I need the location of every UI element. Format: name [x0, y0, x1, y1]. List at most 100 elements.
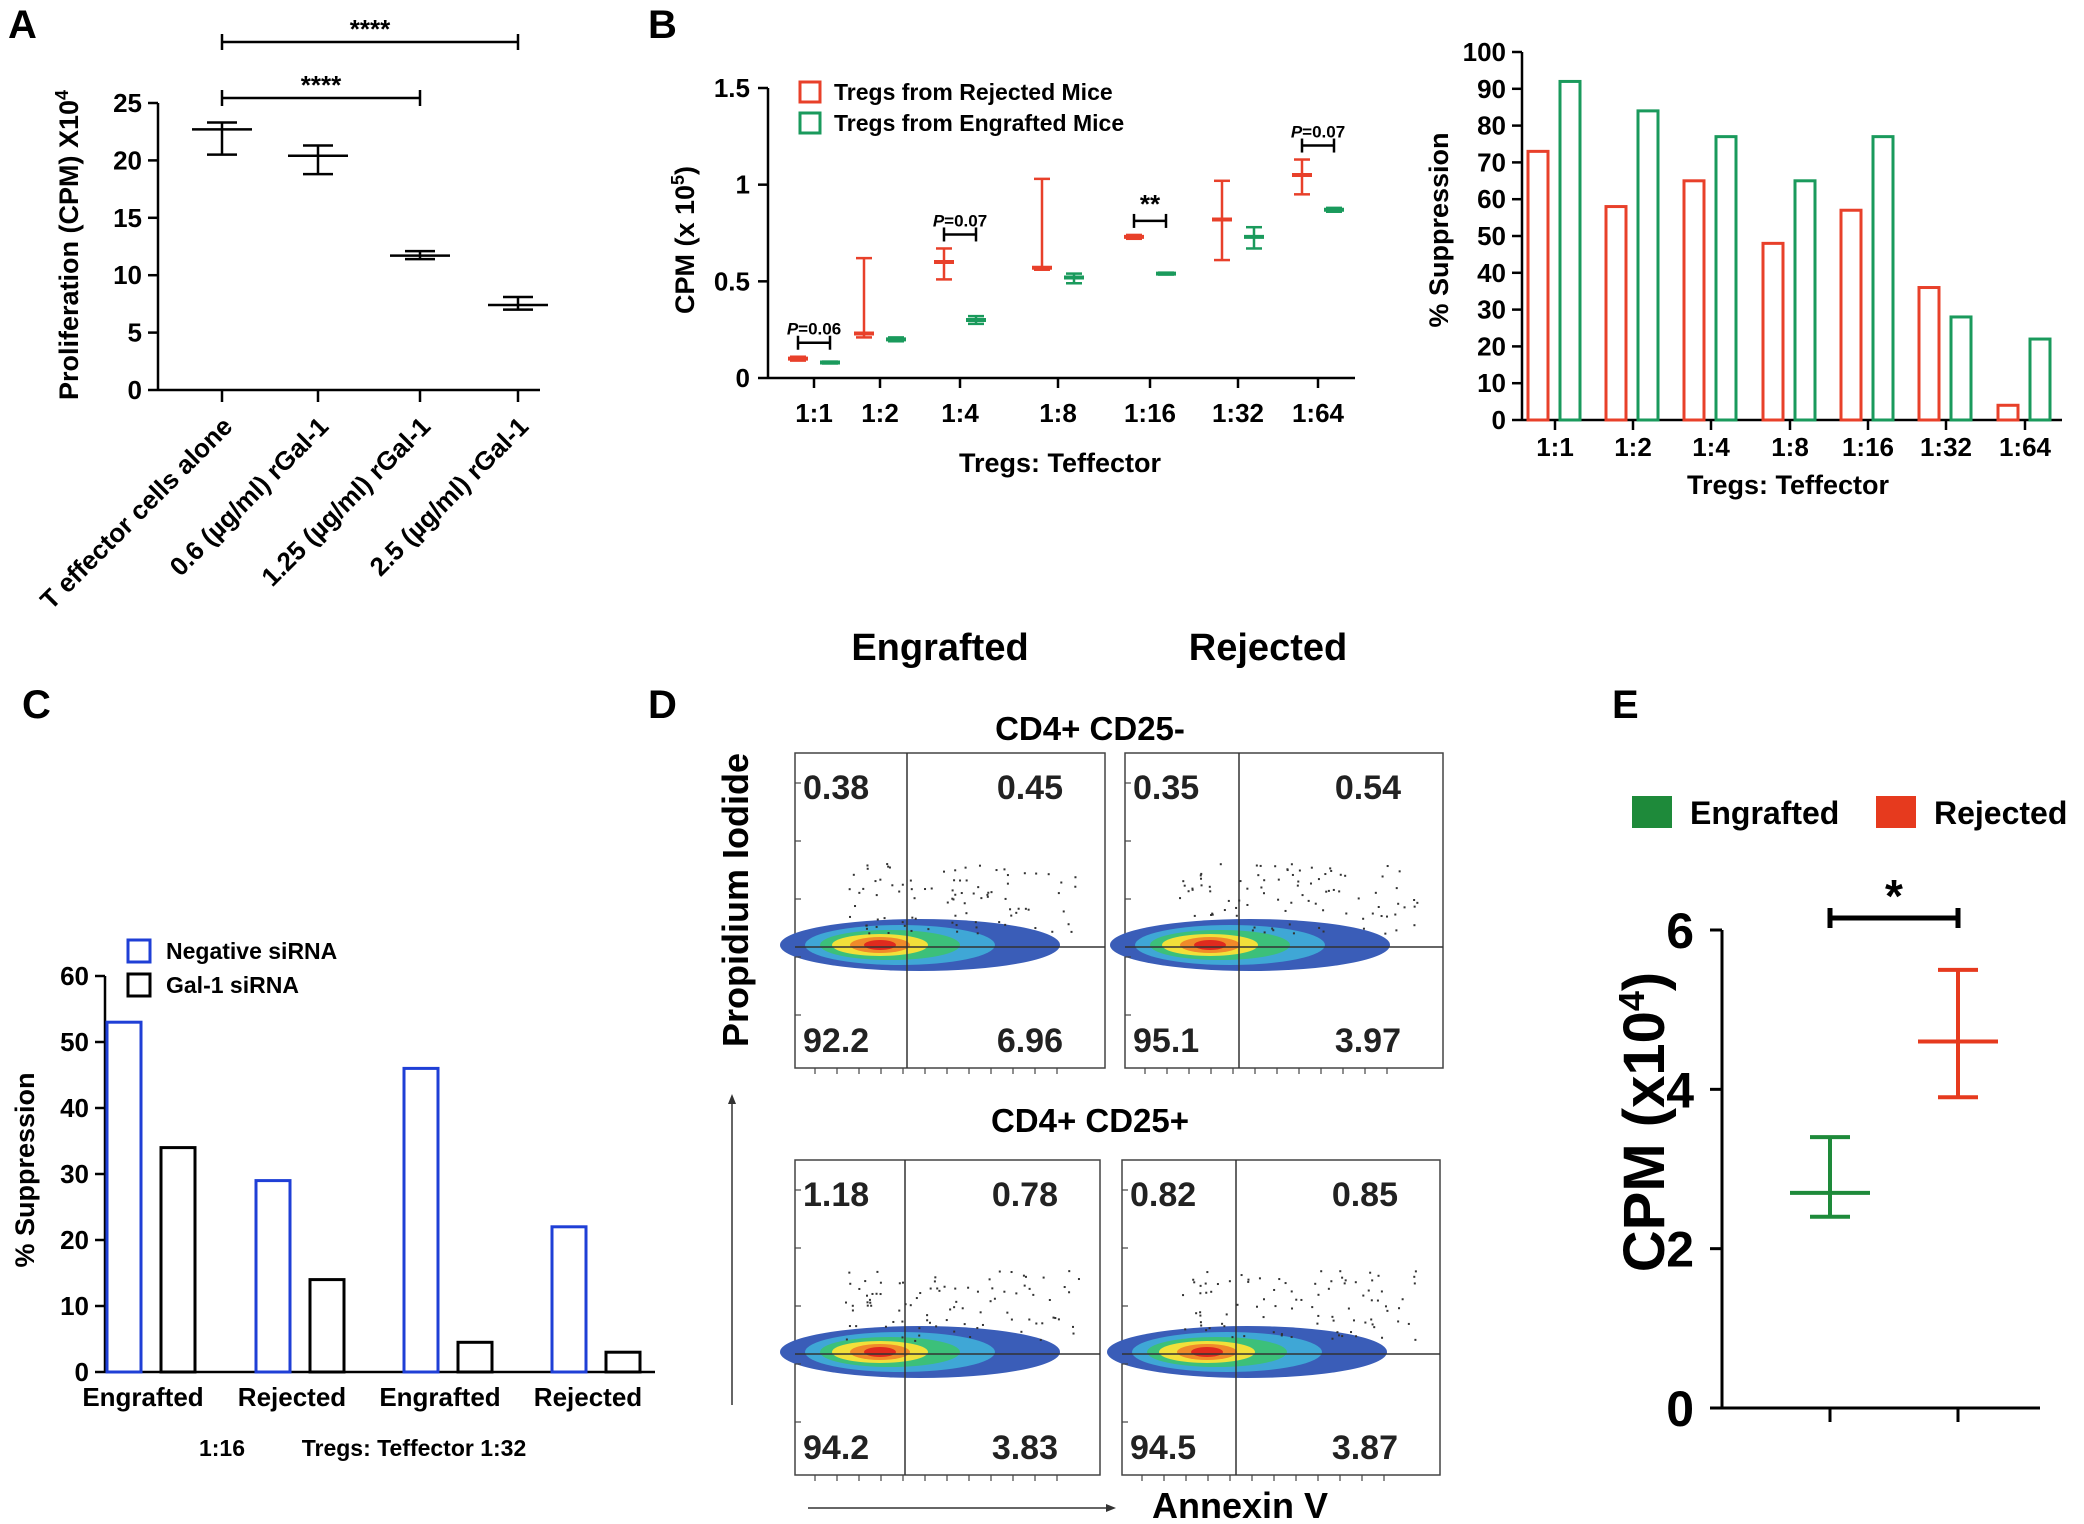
event-dot — [1398, 870, 1401, 873]
event-dot — [1385, 915, 1388, 918]
event-dot — [1271, 927, 1274, 930]
event-dot — [914, 1339, 917, 1342]
event-dot — [1024, 907, 1027, 910]
event-dot — [1274, 1305, 1277, 1308]
event-dot — [1357, 897, 1360, 900]
event-dot — [866, 864, 869, 867]
event-dot — [943, 1285, 946, 1288]
b1-ytick-label: 1.5 — [714, 73, 750, 103]
b2-ytick-label: 50 — [1477, 221, 1506, 251]
e-legend-swatch — [1876, 796, 1916, 828]
event-dot — [1367, 1289, 1370, 1292]
event-dot — [1380, 1290, 1383, 1293]
event-dot — [955, 924, 958, 927]
row-header-cd25-neg: CD4+ CD25- — [995, 710, 1185, 747]
event-dot — [1208, 885, 1211, 888]
event-dot — [862, 887, 865, 890]
event-dot — [930, 887, 933, 890]
event-dot — [933, 1280, 936, 1283]
event-dot — [1354, 1281, 1357, 1284]
b2-xlabel: Tregs: Teffector — [1687, 470, 1890, 500]
e-legend-label: Rejected — [1934, 795, 2067, 831]
event-dot — [911, 916, 914, 919]
event-dot — [1223, 909, 1226, 912]
event-dot — [875, 1292, 878, 1295]
event-dot — [1322, 909, 1325, 912]
b1-sig-label: P=0.07 — [1291, 123, 1345, 142]
a-ytick-label: 10 — [113, 260, 142, 290]
event-dot — [1195, 1312, 1198, 1315]
event-dot — [1074, 876, 1077, 879]
b1-sig-label: ** — [1140, 189, 1161, 219]
density-contour — [864, 1347, 896, 1357]
e-legend-swatch — [1632, 796, 1672, 828]
event-dot — [926, 1314, 929, 1317]
event-dot — [919, 1292, 922, 1295]
event-dot — [1193, 1281, 1196, 1284]
panel-d-flow-plots: 0.38 0.45 92.2 6.96 0.35 0.54 95.1 3.97 1.18 0.78… — [780, 752, 1444, 1481]
event-dot — [1259, 864, 1262, 867]
event-dot — [986, 893, 989, 896]
quad-ll-value: 95.1 — [1133, 1022, 1199, 1060]
event-dot — [1257, 874, 1260, 877]
density-contour — [1194, 940, 1226, 950]
event-dot — [868, 932, 871, 935]
b2-bar — [1604, 205, 1628, 422]
event-dot — [1362, 917, 1365, 920]
event-dot — [901, 883, 904, 886]
event-dot — [1251, 929, 1254, 932]
event-dot — [1211, 913, 1214, 916]
event-dot — [1070, 930, 1073, 933]
event-dot — [991, 1287, 994, 1290]
event-dot — [879, 1281, 882, 1284]
event-dot — [1003, 868, 1006, 871]
event-dot — [1028, 1287, 1031, 1290]
event-dot — [1047, 873, 1050, 876]
event-dot — [898, 1282, 901, 1285]
event-dot — [1341, 1335, 1344, 1338]
b2-ytick-label: 90 — [1477, 74, 1506, 104]
event-dot — [1291, 873, 1294, 876]
b1-xlabel: Tregs: Teffector — [959, 448, 1162, 478]
b2-ytick-label: 70 — [1477, 147, 1506, 177]
event-dot — [956, 930, 959, 933]
event-dot — [1369, 1271, 1372, 1274]
event-dot — [1022, 1274, 1025, 1277]
event-dot — [1006, 874, 1009, 877]
b2-xtick-label: 1:8 — [1771, 432, 1809, 462]
event-dot — [858, 891, 861, 894]
b2-bar — [1714, 135, 1738, 422]
event-dot — [892, 1320, 895, 1323]
event-dot — [913, 897, 916, 900]
event-dot — [891, 884, 894, 887]
event-dot — [1004, 897, 1007, 900]
event-dot — [875, 894, 878, 897]
quad-lr-value: 3.83 — [992, 1429, 1058, 1467]
event-dot — [1413, 1282, 1416, 1285]
event-dot — [887, 865, 890, 868]
quad-ur-value: 0.85 — [1332, 1176, 1398, 1214]
event-dot — [1068, 1270, 1071, 1273]
event-dot — [871, 1292, 874, 1295]
event-dot — [918, 1327, 921, 1330]
b1-legend-swatch — [798, 111, 822, 135]
event-dot — [1377, 905, 1380, 908]
event-dot — [1355, 1335, 1358, 1338]
event-dot — [869, 1301, 872, 1304]
event-dot — [1350, 1331, 1353, 1334]
event-dot — [1414, 1338, 1417, 1341]
event-dot — [1272, 929, 1275, 932]
b2-ytick-label: 60 — [1477, 184, 1506, 214]
event-dot — [1199, 874, 1202, 877]
event-dot — [1352, 1319, 1355, 1322]
event-dot — [1288, 923, 1291, 926]
event-dot — [1344, 874, 1347, 877]
event-dot — [972, 892, 975, 895]
event-dot — [1017, 907, 1020, 910]
event-dot — [1235, 906, 1238, 909]
event-dot — [953, 1306, 956, 1309]
event-dot — [1010, 914, 1013, 917]
event-dot — [963, 902, 966, 905]
event-dot — [1225, 1313, 1228, 1316]
b2-ytick-label: 10 — [1477, 368, 1506, 398]
